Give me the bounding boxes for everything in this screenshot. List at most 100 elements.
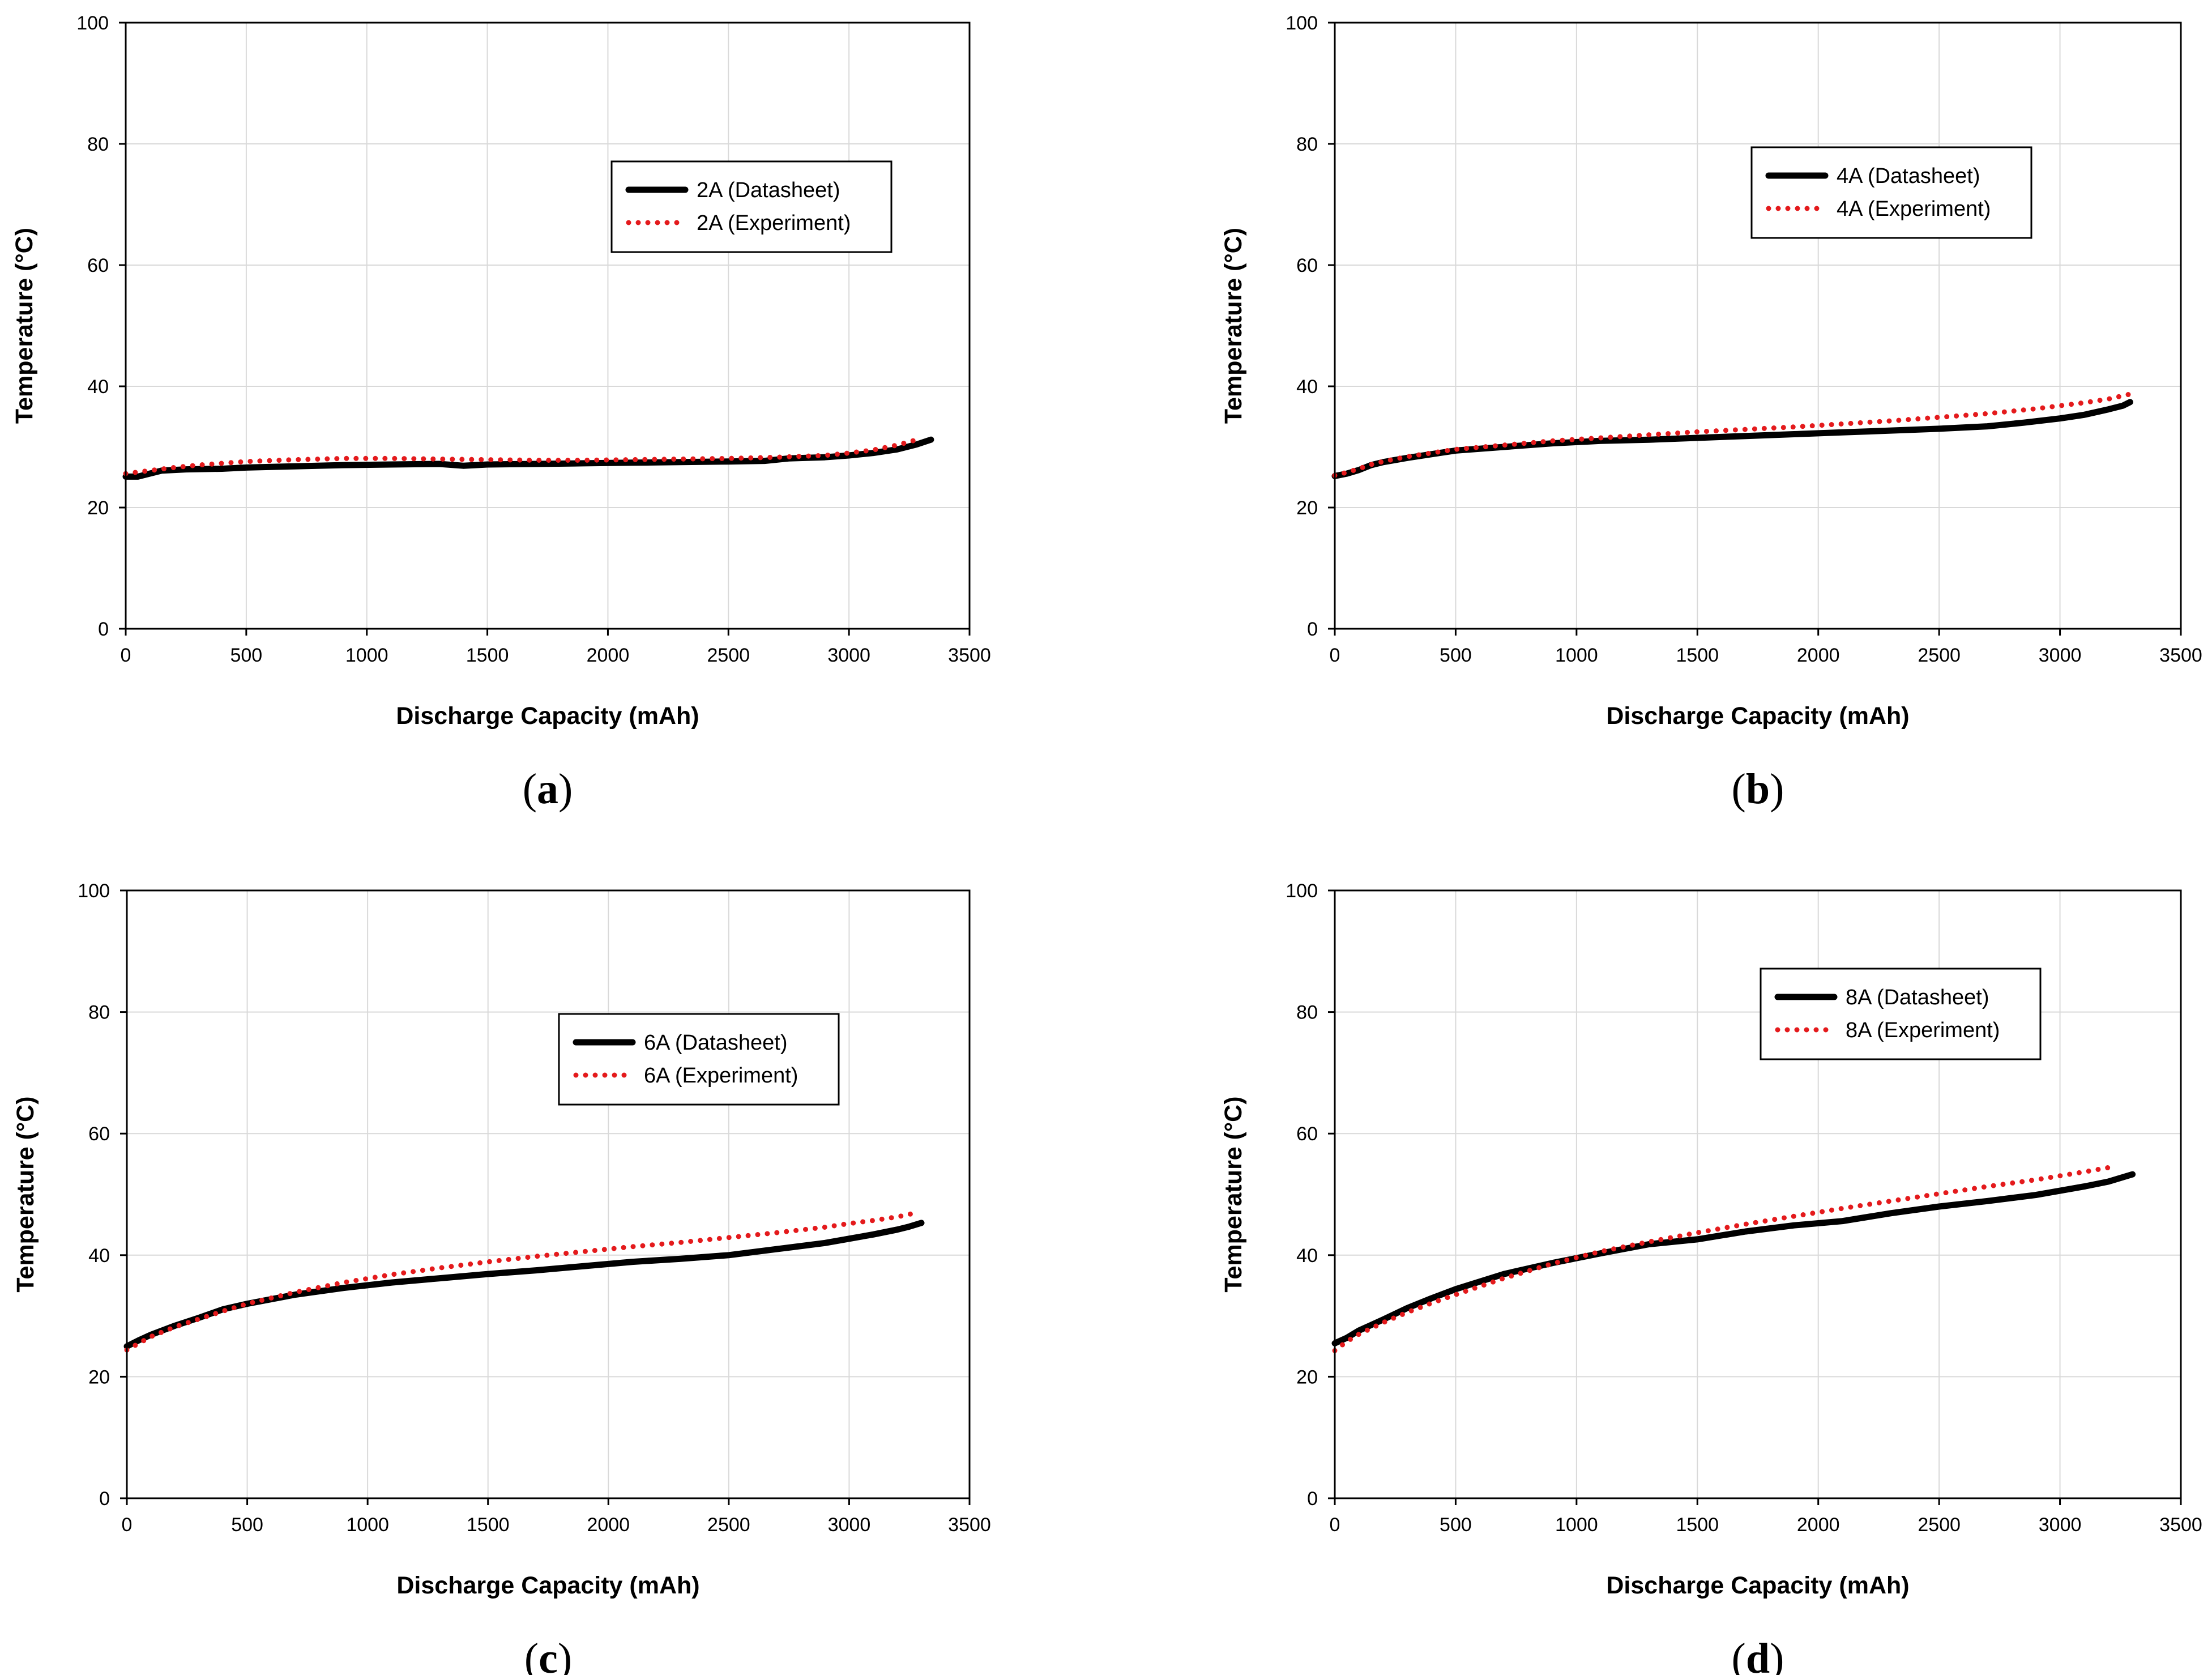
legend-entry-label: 8A (Experiment): [1846, 1018, 2000, 1042]
x-tick-label: 1000: [346, 1514, 389, 1536]
x-tick-label: 3000: [828, 1514, 871, 1536]
plot-area: [126, 23, 970, 629]
y-tick-label: 20: [1296, 497, 1318, 519]
series-line-datasheet: [1331, 1171, 2136, 1346]
y-tick-label: 60: [87, 255, 109, 276]
series-line-datasheet: [122, 436, 934, 480]
x-axis-title: Discharge Capacity (mAh): [396, 702, 699, 730]
x-tick-label: 500: [1440, 645, 1472, 666]
x-tick-label: 2000: [1797, 645, 1840, 666]
legend-entry-label: 8A (Datasheet): [1846, 986, 1989, 1009]
y-axis-title: Temperature (°C): [11, 228, 38, 424]
series-line-experiment: [1332, 391, 2136, 478]
y-axis-title: Temperature (°C): [1220, 1096, 1247, 1292]
chart-panel-a: 0 500 1000 1500 2000 2500 3000 3500 0 20 40 60 80 100…: [11, 12, 991, 813]
legend-entry-label: 6A (Experiment): [644, 1064, 798, 1088]
y-tick-label: 80: [1296, 1002, 1318, 1024]
x-tick-label: 3000: [2039, 645, 2082, 666]
y-tick-label: 80: [1296, 134, 1318, 155]
panel-label-open-paren: (: [1732, 765, 1746, 813]
legend-entry-label: 2A (Datasheet): [697, 178, 840, 202]
y-tick-label: 40: [1296, 1245, 1318, 1267]
panel-label-open-paren: (: [523, 765, 537, 813]
legend-entry-label: 6A (Datasheet): [644, 1031, 787, 1055]
x-tick-label: 1000: [1555, 1514, 1598, 1536]
chart-panel-b: 0 500 1000 1500 2000 2500 3000 3500 0 20 40 60 80 100…: [1220, 12, 2202, 813]
x-tick-label: 500: [231, 1514, 263, 1536]
axes-frame: [126, 889, 971, 1499]
x-tick-label: 500: [230, 645, 262, 666]
panel-label-open-paren: (: [524, 1635, 539, 1675]
x-tick-label: 3500: [948, 645, 991, 666]
panel-label: (d): [1732, 1635, 1784, 1675]
panel-label-close-paren: ): [558, 765, 573, 813]
y-tick-label: 100: [1286, 880, 1318, 902]
panel-label-letter: c: [539, 1635, 558, 1675]
legend-box: [1760, 968, 2042, 1060]
plot-area: [1335, 23, 2181, 629]
x-tick-label: 2000: [587, 645, 630, 666]
chart-panel-c: 0 500 1000 1500 2000 2500 3000 3500 0 20 40 60 80 100…: [12, 880, 991, 1675]
x-tick-label: 0: [1330, 645, 1340, 666]
x-tick-label: 1500: [1676, 645, 1719, 666]
y-tick-label: 100: [78, 880, 110, 902]
x-tick-label: 2000: [587, 1514, 630, 1536]
legend-box: [1750, 146, 2032, 239]
plot-area: [127, 890, 970, 1498]
panel-label: (b): [1732, 765, 1784, 813]
y-tick-label: 40: [88, 1245, 110, 1267]
x-tick-label: 2500: [1918, 645, 1961, 666]
x-tick-label: 2500: [1918, 1514, 1961, 1536]
legend-entry-label: 4A (Datasheet): [1837, 164, 1980, 188]
legend-box: [610, 160, 893, 253]
axes-frame: [1334, 22, 2182, 630]
y-tick-label: 40: [1296, 376, 1318, 398]
panel-label-close-paren: ): [1770, 1635, 1784, 1675]
panel-label-open-paren: (: [1732, 1635, 1746, 1675]
x-tick-label: 0: [1330, 1514, 1340, 1536]
y-tick-label: 20: [1296, 1366, 1318, 1388]
y-tick-label: 100: [1286, 12, 1318, 34]
series-line-experiment: [1332, 1165, 2111, 1353]
x-tick-label: 1500: [466, 645, 509, 666]
x-axis-title: Discharge Capacity (mAh): [1606, 1572, 1909, 1599]
y-tick-label: 60: [1296, 1123, 1318, 1145]
x-tick-label: 1500: [467, 1514, 510, 1536]
series-line-experiment: [124, 1211, 917, 1353]
series-line-experiment: [123, 436, 924, 476]
y-tick-label: 0: [1307, 619, 1318, 640]
panel-label: (c): [524, 1635, 572, 1675]
y-tick-label: 0: [98, 619, 109, 640]
y-axis-title: Temperature (°C): [1220, 228, 1247, 424]
x-axis-title: Discharge Capacity (mAh): [396, 1572, 699, 1599]
x-tick-label: 0: [121, 645, 131, 666]
x-tick-label: 2500: [707, 645, 750, 666]
panel-label-letter: b: [1746, 765, 1770, 813]
x-tick-label: 2000: [1797, 1514, 1840, 1536]
x-tick-label: 3000: [827, 645, 870, 666]
y-axis-title: Temperature (°C): [12, 1096, 39, 1292]
y-tick-label: 100: [76, 12, 109, 34]
legend-entry-label: 2A (Experiment): [697, 211, 851, 235]
y-tick-label: 80: [87, 134, 109, 155]
x-tick-label: 3500: [948, 1514, 991, 1536]
panel-label-letter: d: [1746, 1635, 1770, 1675]
x-tick-label: 1000: [345, 645, 388, 666]
panel-label-close-paren: ): [558, 1635, 572, 1675]
legend-entry-label: 4A (Experiment): [1837, 197, 1991, 221]
y-tick-label: 20: [87, 497, 109, 519]
x-tick-label: 0: [122, 1514, 133, 1536]
x-tick-label: 2500: [707, 1514, 750, 1536]
y-tick-label: 60: [88, 1123, 110, 1145]
x-tick-label: 3000: [2039, 1514, 2082, 1536]
x-axis-title: Discharge Capacity (mAh): [1606, 702, 1909, 730]
y-tick-label: 0: [99, 1488, 110, 1510]
x-tick-label: 1000: [1555, 645, 1598, 666]
y-tick-label: 60: [1296, 255, 1318, 276]
y-tick-label: 80: [88, 1002, 110, 1024]
chart-panel-d: 0 500 1000 1500 2000 2500 3000 3500 0 20 40 60 80 100…: [1220, 880, 2202, 1675]
x-tick-label: 3500: [2159, 1514, 2202, 1536]
y-tick-label: 0: [1307, 1488, 1318, 1510]
panel-label-close-paren: ): [1770, 765, 1784, 813]
